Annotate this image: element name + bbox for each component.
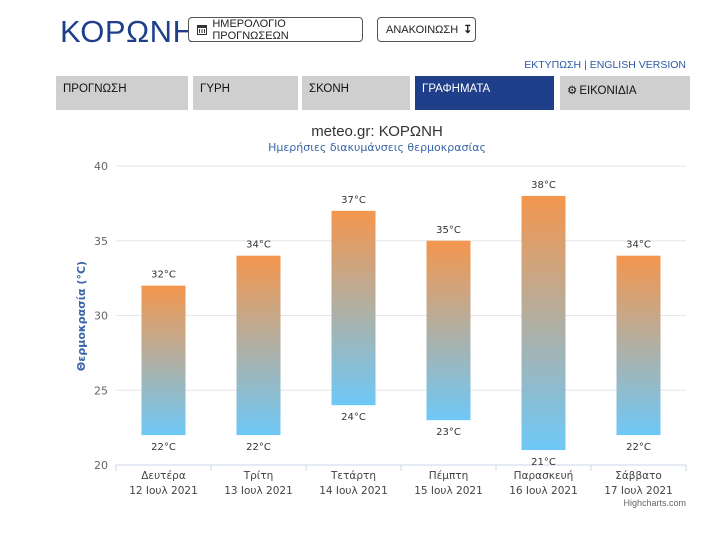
x-tick-label-day: Τρίτη [243,470,274,482]
high-temp-label: 38°C [531,180,556,191]
chart-credits[interactable]: Highcharts.com [623,498,686,508]
high-temp-label: 37°C [341,195,366,206]
temperature-range-bar[interactable] [331,210,376,406]
tab-dust-label: ΣΚΟΝΗ [309,83,349,95]
temperature-range-bar[interactable] [236,255,281,436]
x-tick-label-day: Δευτέρα [141,470,186,482]
tab-forecast[interactable]: ΠΡΟΓΝΩΣΗ [56,76,188,110]
forecast-calendar-button[interactable]: ΗΜΕΡΟΛΟΓΙΟ ΠΡΟΓΝΩΣΕΩΝ [188,17,363,42]
low-temp-label: 21°C [531,457,556,468]
tab-icons-label: ΕΙΚΟΝΙΔΙΑ [579,85,637,97]
tab-pollen[interactable]: ΓΥΡΗ [193,76,298,110]
tab-charts-label: ΓΡΑΦΗΜΑΤΑ [422,83,491,95]
page-title: ΚΟΡΩΝΗ [60,14,196,49]
y-tick-label: 40 [94,160,108,173]
sort-down-icon: ↧ [463,24,473,36]
y-tick-label: 30 [94,310,108,323]
chart-subtitle: Ημερήσιες διακυμάνσεις θερμοκρασίας [268,141,486,154]
high-temp-label: 35°C [436,225,461,236]
chart-title: meteo.gr: ΚΟΡΩΝΗ [311,123,443,140]
low-temp-label: 22°C [626,442,651,453]
temperature-range-bar[interactable] [141,285,186,436]
y-tick-label: 35 [94,235,108,248]
tab-forecast-label: ΠΡΟΓΝΩΣΗ [63,83,127,95]
x-tick-label-day: Σάββατο [615,470,662,482]
english-version-link[interactable]: ENGLISH VERSION [589,59,686,71]
tab-icons[interactable]: ⚙ ΕΙΚΟΝΙΔΙΑ [560,76,690,110]
high-temp-label: 32°C [151,270,176,281]
y-tick-label: 20 [94,459,108,472]
x-tick-label-day: Τετάρτη [330,470,376,482]
x-tick-label-date: 14 Ιουλ 2021 [319,485,388,497]
low-temp-label: 22°C [246,442,271,453]
gear-icon: ⚙ [567,85,578,97]
calendar-icon [197,24,208,35]
high-temp-label: 34°C [626,240,651,251]
x-tick-label-date: 12 Ιουλ 2021 [129,485,198,497]
top-links: ΕΚΤΥΠΩΣΗ | ENGLISH VERSION [524,59,686,71]
x-tick-label-date: 16 Ιουλ 2021 [509,485,578,497]
y-axis-title: Θερμοκρασία (°C) [75,261,88,371]
tab-dust[interactable]: ΣΚΟΝΗ [302,76,410,110]
x-tick-label-day: Παρασκευή [514,470,574,482]
link-separator: | [584,59,587,71]
tab-pollen-label: ΓΥΡΗ [200,83,230,95]
x-tick-label-day: Πέμπτη [429,470,469,482]
tab-charts[interactable]: ΓΡΑΦΗΜΑΤΑ [415,76,554,110]
announcement-button[interactable]: ΑΝΑΚΟΙΝΩΣΗ ↧ [377,17,476,42]
x-tick-label-date: 15 Ιουλ 2021 [414,485,483,497]
low-temp-label: 23°C [436,427,461,438]
low-temp-label: 24°C [341,412,366,423]
temperature-range-bar[interactable] [426,240,471,421]
forecast-calendar-label: ΗΜΕΡΟΛΟΓΙΟ ΠΡΟΓΝΩΣΕΩΝ [212,17,289,42]
x-tick-label-date: 13 Ιουλ 2021 [224,485,293,497]
x-tick-label-date: 17 Ιουλ 2021 [604,485,673,497]
high-temp-label: 34°C [246,240,271,251]
temperature-range-bar[interactable] [616,255,661,436]
y-tick-label: 25 [94,384,108,397]
low-temp-label: 22°C [151,442,176,453]
announcement-label: ΑΝΑΚΟΙΝΩΣΗ [386,23,459,36]
print-link[interactable]: ΕΚΤΥΠΩΣΗ [524,59,582,71]
temperature-range-bar[interactable] [521,195,566,451]
